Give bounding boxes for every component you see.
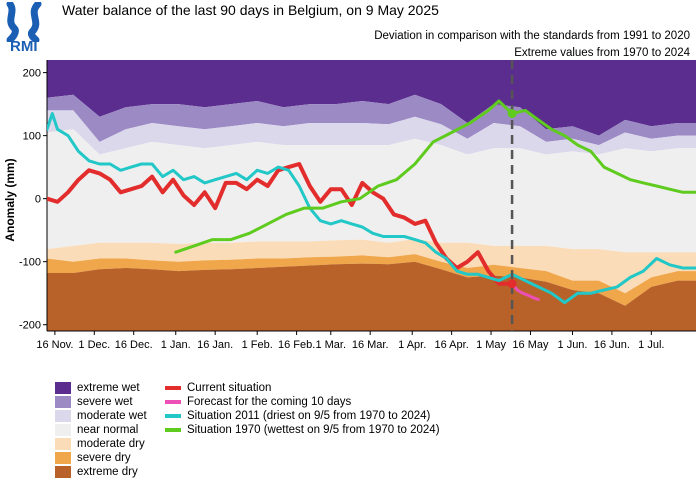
legend-line — [165, 400, 181, 404]
x-tick-label: 1 Jun. — [558, 339, 588, 351]
legend-swatch — [55, 382, 71, 394]
legend-swatch — [55, 424, 71, 436]
band-moderate-dry — [47, 239, 696, 294]
legend-line — [165, 386, 181, 390]
x-tick-label: 1 May — [476, 339, 506, 351]
x-tick-label: 1 Apr. — [398, 339, 426, 351]
x-tick-label: 1 Jul. — [638, 339, 664, 351]
x-tick-label: 16 Dec. — [115, 339, 153, 351]
legend-line — [165, 414, 181, 418]
legend-swatch — [55, 452, 71, 464]
lines-legend: Current situation Forecast for the comin… — [165, 381, 465, 441]
rmi-logo-icon — [6, 0, 42, 44]
legend-swatch — [55, 396, 71, 408]
legend-label: moderate dry — [77, 438, 145, 450]
y-tick-label: 100 — [23, 131, 41, 143]
reference-point-marker — [507, 109, 517, 119]
band-severe-wet — [47, 94, 696, 146]
band-severe-dry — [47, 254, 696, 306]
y-tick-label: 200 — [23, 68, 41, 80]
x-tick-label: 16 Mar. — [352, 339, 389, 351]
reference-markers — [507, 60, 517, 331]
legend-swatch — [55, 438, 71, 450]
band-extreme-dry — [47, 261, 696, 331]
legend-swatch — [55, 410, 71, 422]
reference-point-marker — [507, 279, 517, 289]
series-line — [510, 282, 540, 301]
rmi-logo: RMI — [4, 0, 48, 56]
chart-subtitle-standards: Deviation in comparison with the standar… — [374, 30, 690, 42]
y-tick-label: 0 — [35, 194, 41, 206]
legend-label: Situation 1970 (wettest on 9/5 from 1970… — [187, 424, 440, 436]
legend-label: Current situation — [187, 382, 272, 394]
legend-label: Situation 2011 (driest on 9/5 from 1970 … — [187, 410, 431, 422]
chart-title: Water balance of the last 90 days in Bel… — [62, 2, 439, 18]
axes: 200 100 0 -100 -200 16 Nov. 1 Dec. 16 Dec. 1 Jan… — [19, 60, 696, 351]
legend-label: extreme wet — [77, 382, 140, 394]
x-tick-label: 16 Jun. — [594, 339, 630, 351]
legend-swatch — [55, 466, 71, 478]
x-tick-label: 16 Jan. — [197, 339, 233, 351]
series-line — [174, 99, 696, 254]
x-tick-label: 1 Feb. — [242, 339, 273, 351]
legend-label: moderate wet — [77, 410, 147, 422]
x-tick-label: 16 May — [512, 339, 549, 351]
series-line — [47, 112, 696, 305]
x-tick-label: 1 Jan. — [161, 339, 191, 351]
legend-label: severe dry — [77, 452, 131, 464]
x-tick-label: 1 Mar. — [315, 339, 346, 351]
y-axis-label: Anomaly (mm) — [3, 158, 17, 241]
y-tick-label: -100 — [19, 257, 41, 269]
chart-subtitle-extremes: Extreme values from 1970 to 2024 — [514, 47, 690, 59]
band-moderate-wet — [47, 110, 696, 155]
legend-label: near normal — [77, 424, 139, 436]
x-tick-label: 16 Feb. — [278, 339, 315, 351]
legend-label: severe wet — [77, 396, 133, 408]
legend-label: Forecast for the coming 10 days — [187, 396, 352, 408]
x-tick-label: 1 Dec. — [78, 339, 110, 351]
y-tick-label: -200 — [19, 320, 41, 332]
rmi-logo-text: RMI — [10, 38, 38, 55]
series-lines — [47, 99, 696, 305]
legend-line — [165, 428, 181, 432]
legend-label: extreme dry — [77, 466, 138, 478]
x-tick-label: 16 Apr. — [435, 339, 469, 351]
x-tick-label: 16 Nov. — [36, 339, 73, 351]
series-line — [47, 162, 515, 286]
bands-legend: extreme wet severe wet moderate wet near… — [55, 381, 175, 481]
